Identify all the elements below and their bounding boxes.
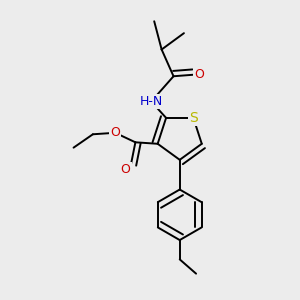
Text: O: O (110, 126, 120, 139)
Text: H-N: H-N (140, 95, 163, 108)
Text: O: O (121, 163, 130, 176)
Text: O: O (194, 68, 204, 81)
Text: S: S (189, 111, 198, 125)
